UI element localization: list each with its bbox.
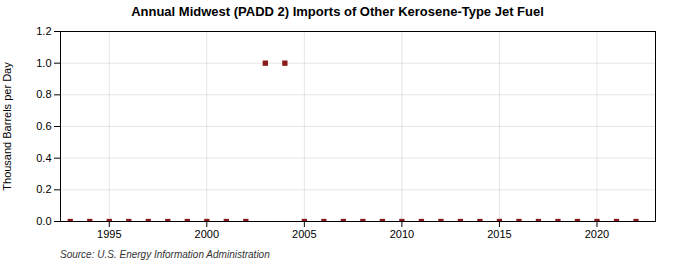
svg-text:2010: 2010: [390, 228, 414, 240]
svg-text:2000: 2000: [195, 228, 219, 240]
svg-text:2015: 2015: [487, 228, 511, 240]
svg-text:1.0: 1.0: [36, 57, 51, 69]
svg-text:Thousand Barrels per Day: Thousand Barrels per Day: [1, 62, 13, 191]
svg-text:2020: 2020: [585, 228, 609, 240]
html-text:Source: U.S. Energy Informatio: Source: U.S. Energy Information Administ…: [60, 249, 270, 260]
svg-text:0.0: 0.0: [36, 215, 51, 227]
svg-text:0.8: 0.8: [36, 88, 51, 100]
svg-text:0.2: 0.2: [36, 183, 51, 195]
svg-text:0.4: 0.4: [36, 152, 51, 164]
html-text:Annual Midwest (PADD 2) Import: Annual Midwest (PADD 2) Imports of Other…: [131, 4, 544, 19]
svg-text:1.2: 1.2: [36, 25, 51, 37]
svg-text:2005: 2005: [292, 228, 316, 240]
svg-text:0.6: 0.6: [36, 120, 51, 132]
svg-text:1995: 1995: [97, 228, 121, 240]
